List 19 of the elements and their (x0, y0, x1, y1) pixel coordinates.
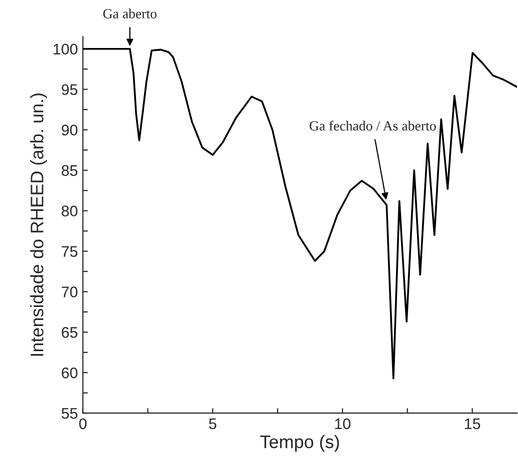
y-tick-label: 90 (62, 124, 78, 136)
y-tick-label: 95 (62, 84, 78, 96)
y-tick-label: 60 (62, 367, 78, 378)
annotation: Ga fechado / As aberto (310, 120, 436, 131)
y-tick-label: 55 (62, 408, 78, 419)
x-tick-label: 15 (464, 418, 480, 430)
annotation: Ga aberto (103, 8, 157, 18)
y-axis-title: Intensidade do RHEED (arb. un.) (30, 94, 47, 356)
line-series (82, 48, 517, 380)
y-tick-label: 85 (62, 165, 78, 176)
y-tick-label: 100 (54, 44, 78, 55)
y-tick-label: 80 (62, 206, 78, 216)
y-tick-label: 70 (62, 286, 78, 298)
y-tick-label: 75 (62, 246, 78, 257)
x-axis-title: Tempo (s) (260, 434, 339, 452)
x-tick-label: 5 (209, 418, 216, 430)
y-tick-label: 65 (62, 327, 78, 338)
x-tick-label: 0 (79, 418, 87, 430)
x-tick-label: 10 (335, 418, 350, 430)
